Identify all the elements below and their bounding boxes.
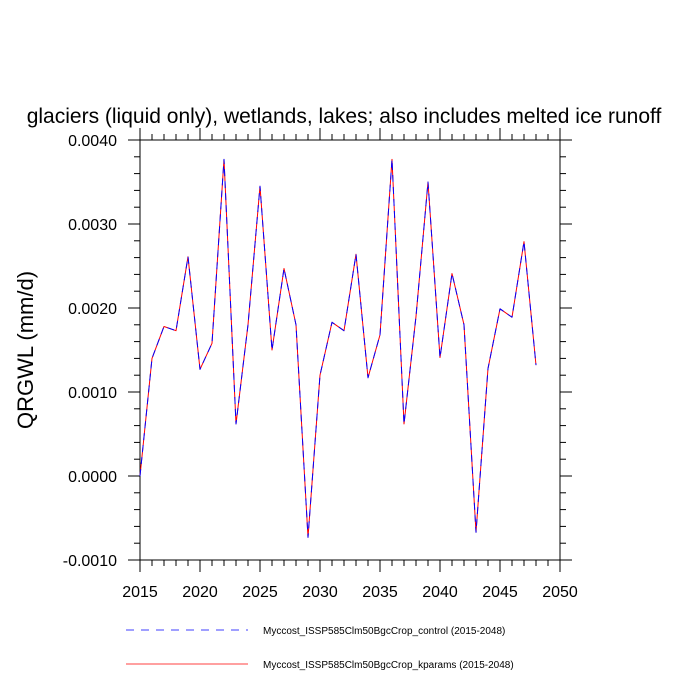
series-line-control <box>139 158 537 538</box>
x-tick-label: 2045 <box>482 584 518 601</box>
x-tick-label: 2050 <box>542 584 578 601</box>
series-layer <box>139 158 537 538</box>
ticks-layer <box>128 128 572 572</box>
x-tick-label: 2015 <box>122 584 158 601</box>
series-line-kparams <box>139 158 537 538</box>
y-tick-label: 0.0000 <box>68 469 117 486</box>
x-tick-label: 2030 <box>302 584 338 601</box>
plot-frame <box>139 139 561 561</box>
tick-labels-layer: 2015 2020 2025 2030 2035 2040 2045 2050 -0.0010 0… <box>63 133 578 601</box>
chart-title: glaciers (liquid only), wetlands, lakes;… <box>27 105 662 128</box>
y-tick-label: 0.0040 <box>68 133 117 150</box>
y-tick-label: -0.0010 <box>63 553 117 570</box>
y-tick-label: 0.0010 <box>68 385 117 402</box>
y-axis-label: QRGWL (mm/d) <box>13 271 38 429</box>
x-tick-label: 2040 <box>422 584 458 601</box>
y-tick-label: 0.0020 <box>68 301 117 318</box>
legend-label-kparams: Myccost_ISSP585Clm50BgcCrop_kparams (201… <box>263 660 514 671</box>
y-tick-label: 0.0030 <box>68 217 117 234</box>
x-tick-label: 2020 <box>182 584 218 601</box>
x-tick-label: 2035 <box>362 584 398 601</box>
legend-label-control: Myccost_ISSP585Clm50BgcCrop_control (201… <box>263 626 505 637</box>
x-tick-label: 2025 <box>242 584 278 601</box>
legend: Myccost_ISSP585Clm50BgcCrop_control (201… <box>126 626 514 671</box>
